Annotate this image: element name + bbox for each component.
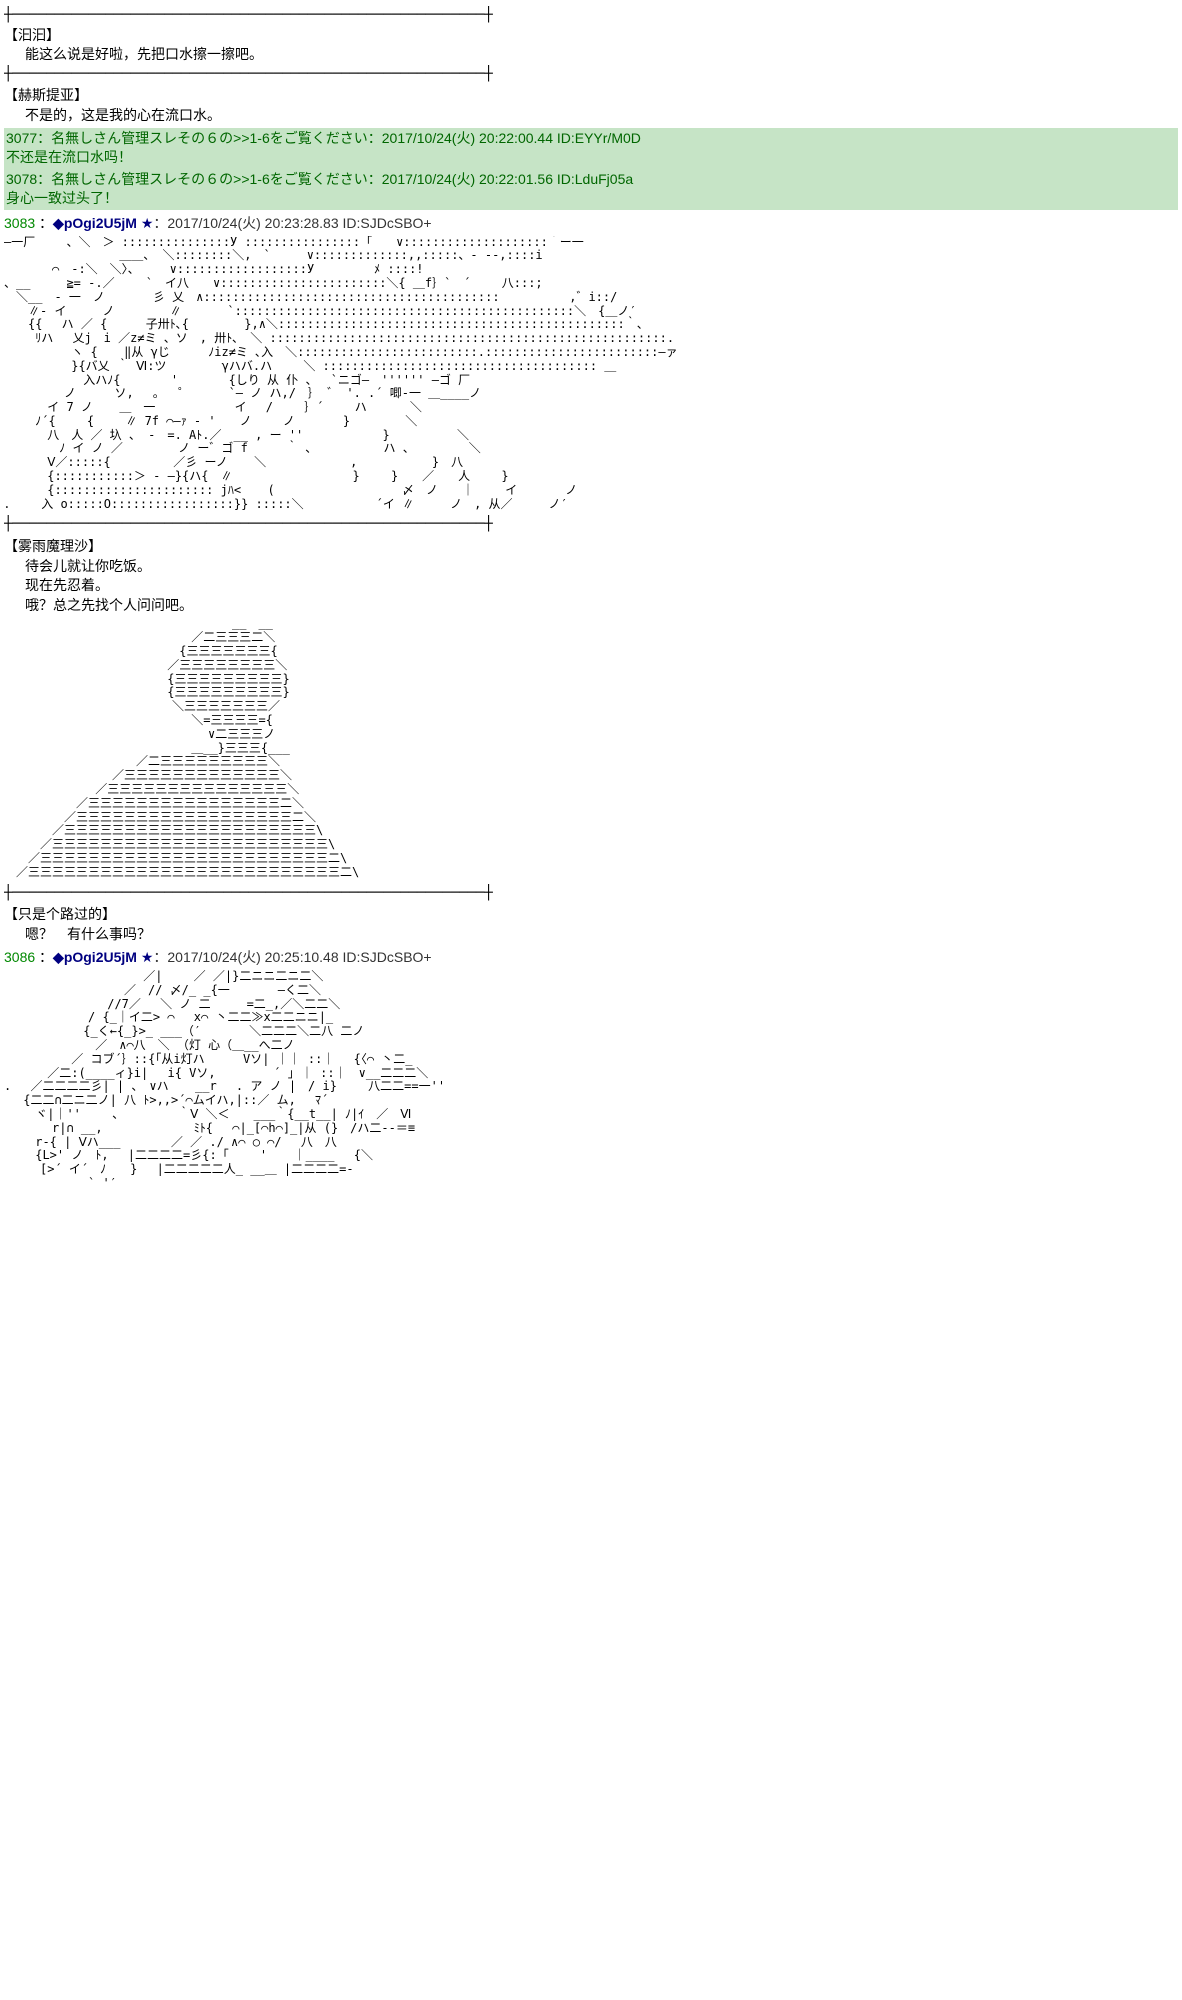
comment-2-number: 3078 bbox=[6, 171, 37, 187]
dialogue-text-2: 不是的，这是我的心在流口水。 bbox=[4, 106, 1178, 126]
comment-1: 3077：名無しさん管理スレその６の>>1-6をご覧ください：2017/10/2… bbox=[4, 128, 1178, 169]
frame-top: ┼───────────────────────────────────────… bbox=[4, 6, 1178, 26]
speaker-4: 【只是个路过的】 bbox=[4, 905, 1178, 925]
comment-1-number: 3077 bbox=[6, 130, 37, 146]
ascii-art-1: ―一厂 、＼ ＞ :::::::::::::::У ::::::::::::::… bbox=[4, 236, 1178, 512]
dialogue-3-line2: 现在先忍着。 bbox=[4, 576, 1178, 596]
comment-2-meta: ：名無しさん管理スレその６の>>1-6をご覧ください：2017/10/24(火)… bbox=[37, 171, 633, 187]
star-icon-2: ★ bbox=[141, 949, 154, 965]
frame-divider-3: ┼───────────────────────────────────────… bbox=[4, 884, 1178, 904]
comment-1-body: 不还是在流口水吗！ bbox=[6, 148, 1176, 168]
comment-1-meta: ：名無しさん管理スレその６の>>1-6をご覧ください：2017/10/24(火)… bbox=[37, 130, 641, 146]
speaker-3: 【雾雨魔理沙】 bbox=[4, 537, 1178, 557]
dialogue-block-3: 【雾雨魔理沙】 待会儿就让你吃饭。 现在先忍着。 哦？总之先找个人问问吧。 bbox=[4, 537, 1178, 615]
dialogue-3-line1: 待会儿就让你吃饭。 bbox=[4, 557, 1178, 577]
dialogue-3-line3: 哦？总之先找个人问问吧。 bbox=[4, 596, 1178, 616]
dialogue-block-1: ┼───────────────────────────────────────… bbox=[4, 6, 1178, 84]
frame-divider-2: ┼───────────────────────────────────────… bbox=[4, 515, 1178, 535]
comment-2: 3078：名無しさん管理スレその６の>>1-6をご覧ください：2017/10/2… bbox=[4, 169, 1178, 210]
dialogue-text-4: 嗯？ 有什么事吗？ bbox=[4, 925, 1178, 945]
post-2-date: ：2017/10/24(火) 20:25:10.48 ID:SJDcSBO+ bbox=[153, 949, 431, 965]
comment-2-body: 身心一致过头了！ bbox=[6, 189, 1176, 209]
ascii-art-3: ／| ／ ／|}二ニニ二ニ二＼ ／ // 〆/_ _{一 ―く二＼ //7／ ＼… bbox=[4, 970, 1178, 1191]
post-1-header: 3083 ：◆pOgi2U5jM ★：2017/10/24(火) 20:23:2… bbox=[4, 214, 1178, 234]
post-2-tripcode: ◆pOgi2U5jM bbox=[53, 949, 137, 965]
dialogue-text-1: 能这么说是好啦，先把口水擦一擦吧。 bbox=[4, 45, 1178, 65]
post-1-tripcode: ◆pOgi2U5jM bbox=[53, 215, 137, 231]
post-2-number[interactable]: 3086 bbox=[4, 949, 35, 965]
dialogue-block-2: 【赫斯提亚】 不是的，这是我的心在流口水。 bbox=[4, 86, 1178, 125]
speaker-1: 【汩汩】 bbox=[4, 26, 1178, 46]
post-1-number[interactable]: 3083 bbox=[4, 215, 35, 231]
ascii-art-2: __ __ ／二三三三二＼ {三三三三三三三{ ／三三三三三三三三＼ {三三三三… bbox=[4, 617, 1178, 879]
star-icon: ★ bbox=[141, 215, 154, 231]
speaker-2: 【赫斯提亚】 bbox=[4, 86, 1178, 106]
dialogue-block-4: 【只是个路过的】 嗯？ 有什么事吗？ bbox=[4, 905, 1178, 944]
post-1-date: ：2017/10/24(火) 20:23:28.83 ID:SJDcSBO+ bbox=[153, 215, 431, 231]
frame-divider-1: ┼───────────────────────────────────────… bbox=[4, 65, 1178, 85]
post-2-header: 3086 ：◆pOgi2U5jM ★：2017/10/24(火) 20:25:1… bbox=[4, 948, 1178, 968]
